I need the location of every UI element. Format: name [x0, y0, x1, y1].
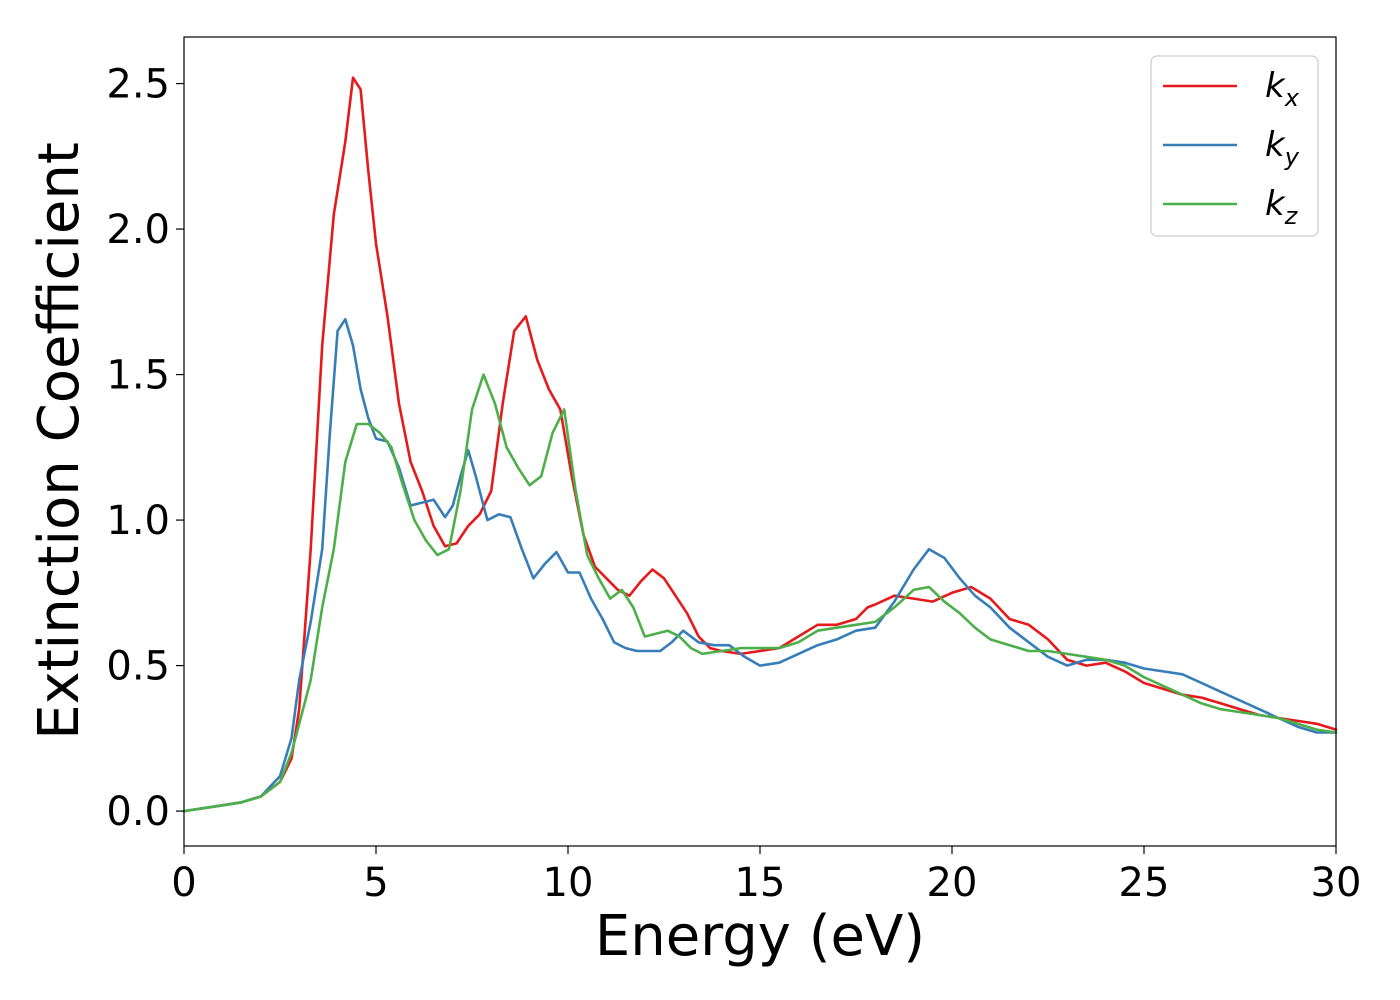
y-tick-label: 2.5 — [106, 62, 170, 108]
legend-label-kx: kx — [1265, 66, 1300, 112]
x-axis: 0 5 10 15 20 25 30 — [171, 846, 1361, 906]
x-tick-label: 25 — [1119, 860, 1170, 906]
y-tick-label: 0.5 — [106, 644, 170, 690]
x-tick-label: 0 — [171, 860, 196, 906]
x-tick-label: 5 — [363, 860, 388, 906]
y-tick-label: 1.5 — [106, 353, 170, 399]
legend-label-main: k — [1265, 66, 1286, 106]
legend-label-main: k — [1265, 184, 1286, 224]
x-tick-label: 30 — [1311, 860, 1362, 906]
y-tick-label: 1.0 — [106, 498, 170, 544]
legend-label-ky: ky — [1265, 125, 1300, 171]
series-layer — [182, 76, 1338, 813]
legend-label-subscript: z — [1284, 202, 1299, 230]
legend-label-main: k — [1265, 125, 1286, 165]
x-tick-label: 10 — [543, 860, 594, 906]
series-line-ky — [182, 318, 1338, 813]
x-axis-title: Energy (eV) — [595, 904, 925, 969]
series-line-kz — [182, 373, 1338, 813]
legend-label-kz: kz — [1265, 184, 1299, 230]
y-axis-title: Extinction Coefficient — [27, 142, 92, 740]
y-tick-label: 0.0 — [106, 789, 170, 835]
x-tick-label: 20 — [927, 860, 978, 906]
x-tick-label: 15 — [735, 860, 786, 906]
y-tick-label: 2.0 — [106, 207, 170, 253]
series-line-kx — [182, 76, 1338, 813]
legend-label-subscript: y — [1284, 143, 1300, 171]
y-axis: 0.0 0.5 1.0 1.5 2.0 2.5 — [106, 62, 184, 835]
legend-label-subscript: x — [1284, 84, 1300, 112]
